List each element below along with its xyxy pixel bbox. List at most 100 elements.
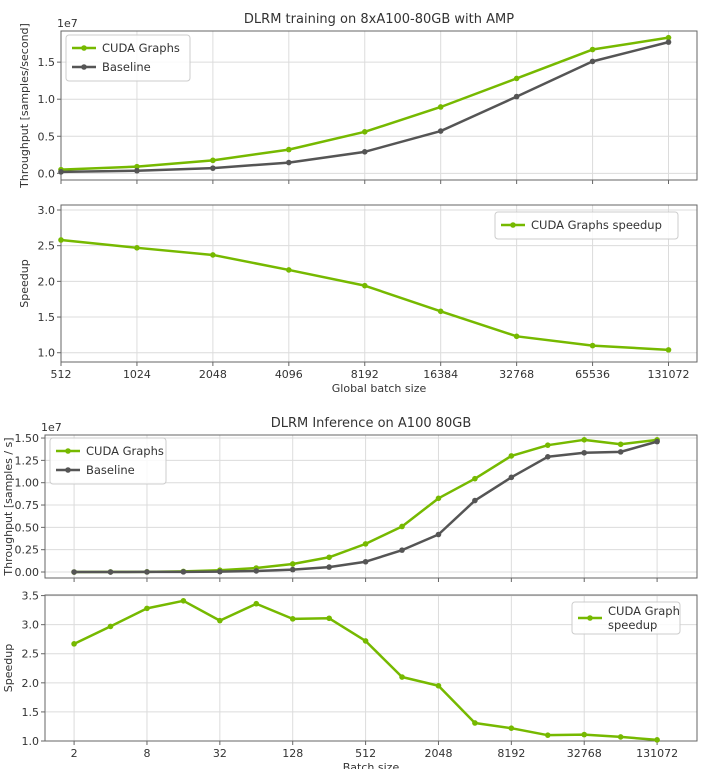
series-1 <box>58 237 672 353</box>
y-tick-label: 2.5 <box>22 648 40 661</box>
legend: CUDA Graphs speedup <box>494 211 679 240</box>
y-offset-label: 1e7 <box>41 421 62 434</box>
y-tick-label: 2.0 <box>22 677 40 690</box>
data-point <box>665 347 672 353</box>
legend-frame <box>571 601 681 635</box>
series-2 <box>71 438 660 575</box>
data-point <box>361 129 368 135</box>
y-tick-label: 1.25 <box>15 454 40 467</box>
data-point <box>472 475 478 482</box>
data-point <box>210 157 216 164</box>
data-point <box>134 167 140 174</box>
legend-label: Baseline <box>86 463 135 477</box>
data-point <box>617 734 624 740</box>
data-point <box>286 159 292 166</box>
y-axis-label: Speedup <box>2 644 15 692</box>
panel-1: 0.0 0.5 1.0 1.5 DLRM training on 8xA100-80GB… <box>18 12 698 189</box>
data-point <box>134 163 140 170</box>
y-tick-label: 0.00 <box>15 566 40 579</box>
legend-marker <box>65 467 71 473</box>
panel-2: 512 1024 2048 4096 8192 16384 32768 65536 131072… <box>18 204 698 395</box>
axes-frame <box>44 434 698 579</box>
legend-label: Baseline <box>102 60 151 74</box>
x-tick-label: 32768 <box>567 747 602 760</box>
legend-label: CUDA Graph <box>608 604 680 618</box>
y-tick-label: 0.5 <box>38 130 56 143</box>
data-point <box>508 725 515 732</box>
data-point <box>617 449 624 455</box>
data-point <box>513 75 520 82</box>
data-point <box>513 333 520 340</box>
legend-marker <box>65 448 71 454</box>
data-point <box>217 617 223 624</box>
data-point <box>134 245 140 251</box>
x-tick-label: 8192 <box>497 747 525 760</box>
x-tick-label: 2048 <box>424 747 452 760</box>
data-point <box>326 564 332 570</box>
x-tick-label: 2048 <box>199 368 227 381</box>
x-tick-label: 4096 <box>275 368 303 381</box>
data-point <box>361 282 368 289</box>
data-point <box>58 237 64 243</box>
data-point <box>581 731 588 738</box>
data-point <box>286 267 292 273</box>
data-point <box>435 495 442 502</box>
x-axis-label: Global batch size <box>332 382 427 395</box>
data-point <box>399 547 405 553</box>
y-tick-label: 1.50 <box>15 432 40 445</box>
data-point <box>253 568 260 574</box>
data-point <box>289 566 296 573</box>
x-tick-label: 131072 <box>648 368 690 381</box>
data-point <box>107 623 114 630</box>
legend-marker <box>81 64 87 70</box>
data-point <box>71 641 77 647</box>
data-point <box>362 541 369 547</box>
data-point <box>435 682 442 689</box>
data-point <box>217 568 223 575</box>
legend-label: CUDA Graphs speedup <box>531 218 662 232</box>
data-point <box>581 449 588 456</box>
legend-frame <box>65 34 191 82</box>
y-tick-label: 0.25 <box>15 544 40 557</box>
data-point <box>362 558 369 565</box>
x-tick-label: 1024 <box>123 368 151 381</box>
data-point <box>180 569 187 575</box>
legend: CUDA Graphs Baseline <box>65 34 191 82</box>
axes-frame <box>44 594 698 742</box>
data-point <box>617 441 624 448</box>
series-1 <box>58 34 672 173</box>
x-tick-label: 16384 <box>423 368 458 381</box>
data-point <box>180 598 187 604</box>
data-point <box>437 128 444 134</box>
data-point <box>665 34 672 41</box>
legend-marker <box>510 222 516 228</box>
data-point <box>435 531 442 538</box>
y-offset-label: 1e7 <box>57 17 78 30</box>
data-point <box>665 39 672 45</box>
y-tick-label: 3.0 <box>38 204 56 217</box>
panel-3: 0.00 0.25 0.50 0.75 1.00 1.25 1.50 DLRM Inferen… <box>2 416 698 582</box>
data-point <box>253 600 260 607</box>
data-point <box>210 165 216 171</box>
x-tick-label: 8 <box>143 747 150 760</box>
axes-frame <box>60 204 698 363</box>
chart-title: DLRM training on 8xA100-80GB with AMP <box>244 12 514 27</box>
data-point <box>399 523 405 530</box>
series-1 <box>71 598 660 743</box>
y-tick-label: 1.0 <box>38 347 56 360</box>
data-point <box>361 149 368 155</box>
y-tick-label: 1.00 <box>15 477 40 490</box>
x-tick-label: 2 <box>71 747 78 760</box>
legend-frame <box>49 437 167 485</box>
y-tick-label: 1.5 <box>22 706 40 719</box>
legend-label: CUDA Graphs <box>86 444 164 458</box>
y-axis-label: Throughput [samples / s] <box>2 437 15 576</box>
data-point <box>544 453 551 460</box>
data-point <box>581 437 588 443</box>
data-point <box>71 569 77 575</box>
data-point <box>654 438 660 445</box>
data-point <box>544 732 551 738</box>
axes-frame <box>60 30 698 181</box>
